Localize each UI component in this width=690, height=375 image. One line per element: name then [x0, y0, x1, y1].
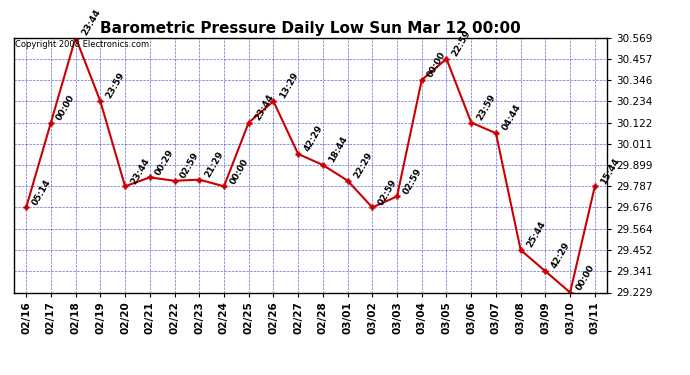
Text: 00:00: 00:00	[55, 93, 77, 122]
Text: 02:59: 02:59	[179, 151, 201, 180]
Text: 04:44: 04:44	[500, 103, 522, 132]
Text: 00:29: 00:29	[154, 147, 176, 177]
Title: Barometric Pressure Daily Low Sun Mar 12 00:00: Barometric Pressure Daily Low Sun Mar 12…	[100, 21, 521, 36]
Text: 23:44: 23:44	[129, 156, 152, 186]
Text: 02:59: 02:59	[401, 166, 423, 196]
Text: 23:59: 23:59	[104, 71, 127, 100]
Text: 00:00: 00:00	[228, 157, 250, 186]
Text: Copyright 2008 Electronics.com: Copyright 2008 Electronics.com	[15, 40, 149, 49]
Text: 25:44: 25:44	[525, 220, 547, 249]
Text: 22:29: 22:29	[352, 150, 374, 180]
Text: 42:29: 42:29	[549, 241, 572, 270]
Text: 00:00: 00:00	[574, 263, 596, 292]
Text: 21:29: 21:29	[204, 150, 226, 179]
Text: 23:44: 23:44	[80, 7, 102, 37]
Text: 00:00: 00:00	[426, 50, 448, 79]
Text: 22:59: 22:59	[451, 28, 473, 58]
Text: 23:44: 23:44	[253, 92, 275, 122]
Text: 18:44: 18:44	[327, 135, 349, 164]
Text: 05:14: 05:14	[30, 177, 52, 207]
Text: 15:44: 15:44	[599, 156, 621, 186]
Text: 42:29: 42:29	[302, 124, 324, 153]
Text: 23:59: 23:59	[475, 92, 497, 122]
Text: 13:29: 13:29	[277, 71, 299, 100]
Text: 02:59: 02:59	[377, 177, 399, 207]
